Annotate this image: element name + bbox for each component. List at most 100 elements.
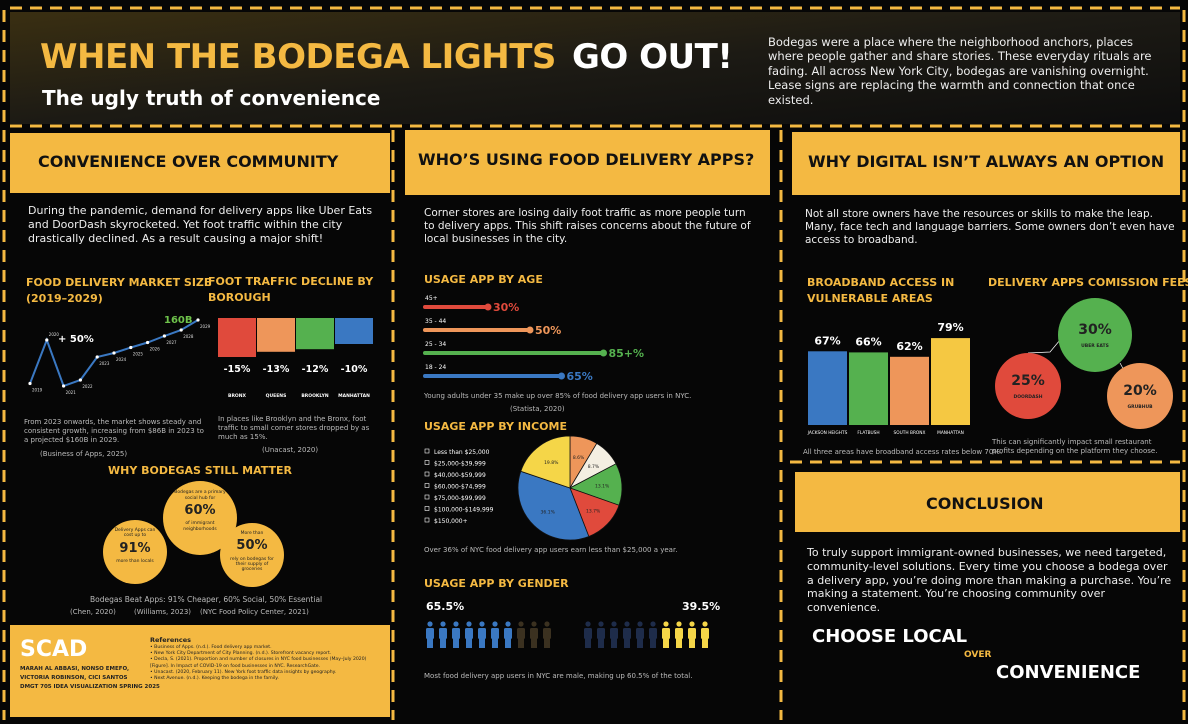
course: DMGT 705 IDEA VISUALIZATION SPRING 2025 <box>20 684 160 690</box>
person-head <box>492 621 498 627</box>
person-legs <box>598 638 604 648</box>
year-label: 2024 <box>116 357 127 362</box>
market-point <box>179 328 183 332</box>
paragraph: During the pandemic, demand for delivery… <box>28 204 373 245</box>
age-group: 18 - 24 <box>425 364 446 371</box>
person-head <box>466 621 472 627</box>
market-point <box>162 334 166 338</box>
traffic-value: -13% <box>263 364 290 375</box>
section-heading: WHY DIGITAL ISN’T ALWAYS AN OPTION <box>808 152 1165 171</box>
age-value: 30% <box>493 301 519 314</box>
chart-title: BROADBAND ACCESS IN <box>807 276 955 289</box>
chart-note: All three areas have broadband access ra… <box>803 448 1003 456</box>
pie-label: 19.8% <box>544 460 559 466</box>
year-label: 2022 <box>82 384 93 389</box>
authors: VICTORIA ROBINSON, CICI SANTOS <box>20 675 128 681</box>
person-legs <box>637 638 643 648</box>
pie-label: 8.7% <box>588 464 600 470</box>
person-body <box>517 628 525 639</box>
broadband-bar <box>808 351 847 425</box>
gender-label: 65.5% <box>426 600 465 613</box>
reference: • New York City Department of City Plann… <box>150 651 332 657</box>
person-legs <box>663 638 669 648</box>
reference: • Next Avenue. (n.d.). Keeping the bodeg… <box>150 675 279 681</box>
chart-title: (2019–2029) <box>26 292 103 305</box>
market-point <box>45 338 49 342</box>
pie-label: 13.1% <box>595 484 610 490</box>
person-legs <box>492 638 498 648</box>
person-body <box>465 628 473 639</box>
stat-circle <box>163 481 237 555</box>
authors: MARAH AL ABBASI, NONSO EMEFO, <box>20 666 130 672</box>
age-dot <box>526 326 534 334</box>
traffic-value: -10% <box>341 364 368 375</box>
broadband-bar <box>849 352 888 425</box>
source: (Business of Apps, 2025) <box>40 450 128 458</box>
paragraph: To truly support immigrant-owned busines… <box>807 546 1172 614</box>
area-label: FLATBUSH <box>857 430 879 436</box>
person-head <box>479 621 485 627</box>
reference-text: Next Avenue. (n.d.). Keeping the bodega … <box>154 675 279 681</box>
fee-circle <box>1107 363 1173 429</box>
person-body <box>610 628 618 639</box>
age-value: 85+% <box>609 347 645 360</box>
person-body <box>636 628 644 639</box>
person-body <box>426 628 434 639</box>
person-head <box>650 621 656 627</box>
legend-swatch <box>424 494 430 500</box>
stat: Bodegas are a primary social hub for 60% o… <box>170 490 229 532</box>
person-legs <box>518 638 524 648</box>
end-label: 160B <box>164 315 193 326</box>
pie-slice <box>520 435 571 489</box>
references: • Business of Apps. (n.d.). Food deliver… <box>150 645 386 682</box>
age-dot <box>600 349 607 357</box>
traffic-bar <box>218 318 256 357</box>
person-legs <box>689 638 695 648</box>
reference: • Business of Apps. (n.d.). Food deliver… <box>150 645 272 650</box>
legend-swatch <box>424 448 430 454</box>
traffic-value: -12% <box>302 364 329 375</box>
legend-swatch <box>424 460 430 465</box>
section-heading: CONCLUSION <box>926 494 1044 513</box>
person-head <box>637 621 643 627</box>
stat-top: Bodegas are a primary social hub for <box>174 490 226 501</box>
person-head <box>427 621 433 627</box>
person-body <box>452 628 460 639</box>
source: (NYC Food Policy Center, 2021) <box>200 608 309 616</box>
person-head <box>676 621 682 627</box>
pie-slice <box>517 470 590 541</box>
growth-label: + 50% <box>58 334 94 345</box>
borough-label: BROOKLYN <box>301 393 328 399</box>
age-group: 25 - 34 <box>425 341 446 348</box>
market-point <box>62 384 66 388</box>
reference-text: Unacast. (2020, February 11). New York f… <box>154 669 337 675</box>
section-header-bg <box>10 133 390 193</box>
age-dot <box>558 372 565 380</box>
fee-value: 25% <box>1011 373 1045 389</box>
person-body <box>662 628 670 639</box>
legend-label: $75,000-$99,999 <box>434 495 486 502</box>
traffic-bar <box>257 318 295 352</box>
fee-app: DOORDASH <box>1013 394 1042 400</box>
broadband-bar <box>931 338 970 425</box>
person-legs <box>650 638 656 648</box>
market-point <box>112 351 116 355</box>
chart-title: USAGE APP BY AGE <box>424 273 543 286</box>
source: (Chen, 2020) <box>70 608 116 616</box>
legend-label: $40,000-$59,999 <box>434 472 486 479</box>
year-label: 2029 <box>200 324 211 329</box>
person-head <box>518 621 524 627</box>
year-label: 2023 <box>99 361 110 366</box>
chart-note: Over 36% of NYC food delivery app users … <box>424 546 678 554</box>
chart-title: USAGE APP BY INCOME <box>424 420 567 433</box>
reference: • Unacast. (2020, February 11). New York… <box>150 669 337 675</box>
header-band <box>10 12 1180 124</box>
broadband-value: 66% <box>855 335 881 348</box>
gender-label: 39.5% <box>682 600 721 613</box>
pie-label: 13.7% <box>586 508 601 514</box>
slogan: CHOOSE LOCAL <box>812 626 968 647</box>
age-group: 45+ <box>425 295 438 302</box>
person-body <box>649 628 657 639</box>
year-label: 2027 <box>166 340 177 345</box>
person-head <box>453 621 459 627</box>
